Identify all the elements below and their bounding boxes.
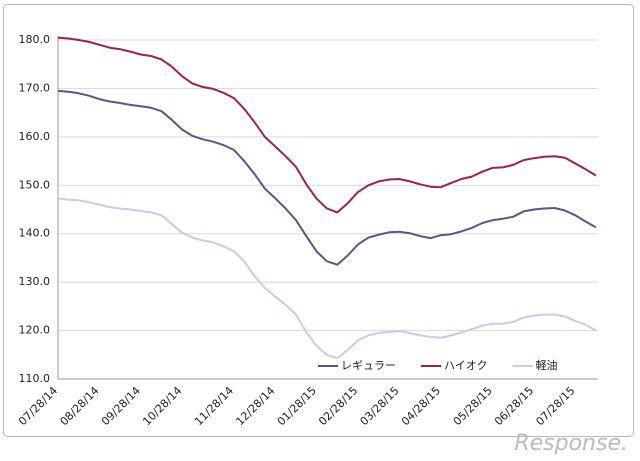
y-tick-label: 140.0 (19, 227, 51, 240)
y-tick-label: 130.0 (19, 275, 51, 288)
legend-label: 軽油 (536, 358, 558, 372)
legend-label: ハイオク (444, 359, 488, 372)
watermark: Response. (514, 431, 628, 456)
series-line (57, 197, 597, 360)
y-tick-label: 180.0 (19, 33, 51, 46)
y-tick-label: 170.0 (19, 81, 51, 94)
y-tick-label: 120.0 (19, 324, 51, 337)
series-line (57, 36, 597, 214)
y-tick-label: 150.0 (19, 178, 51, 191)
legend-label: レギュラー (341, 359, 396, 372)
y-tick-label: 110.0 (19, 372, 51, 385)
y-tick-label: 160.0 (19, 130, 51, 143)
series-line (57, 89, 597, 266)
